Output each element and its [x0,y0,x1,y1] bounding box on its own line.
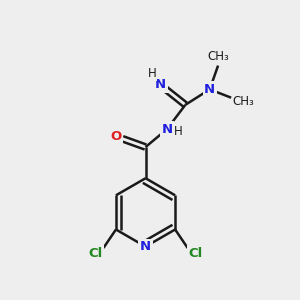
Text: N: N [204,83,215,96]
Text: N: N [161,123,172,136]
Text: N: N [140,240,151,253]
Text: O: O [110,130,122,143]
Text: H: H [174,125,183,138]
Text: CH₃: CH₃ [233,95,254,108]
Text: N: N [155,78,166,92]
Text: H: H [147,68,156,80]
Text: Cl: Cl [88,247,102,260]
Text: Cl: Cl [189,247,203,260]
Text: CH₃: CH₃ [208,50,230,63]
